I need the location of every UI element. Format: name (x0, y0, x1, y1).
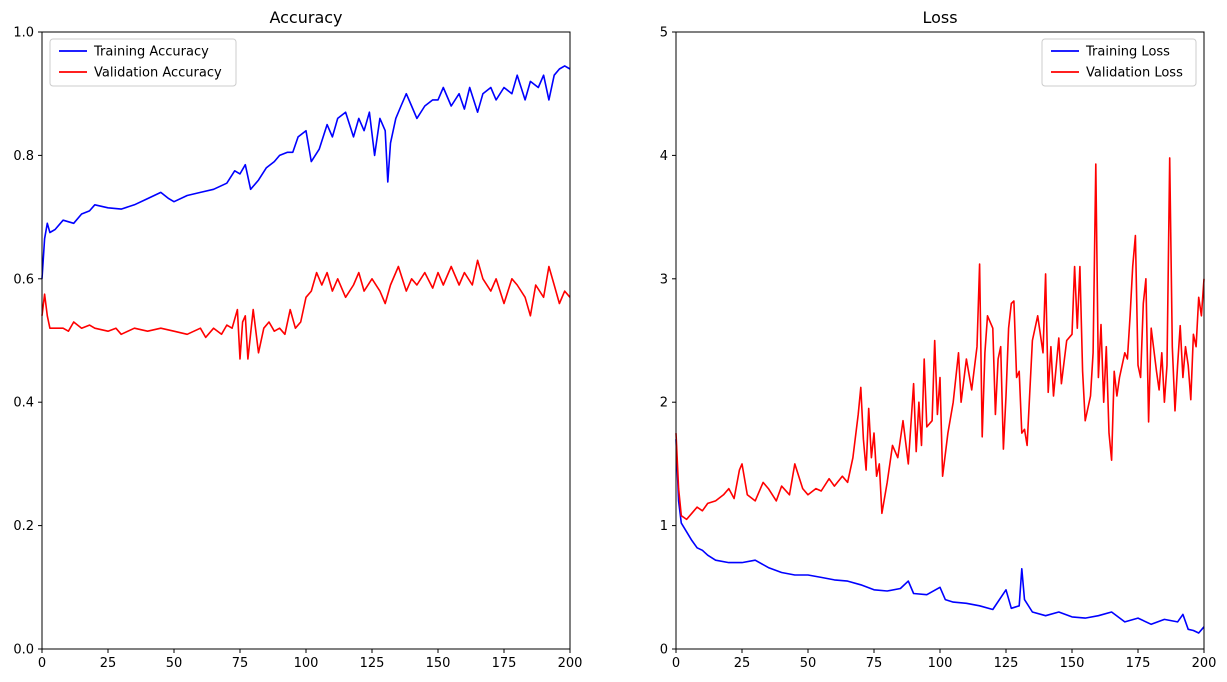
x-tick-label: 200 (558, 656, 583, 671)
x-tick-label: 125 (360, 656, 385, 671)
series-line-0 (675, 439, 1205, 634)
x-tick-label: 50 (800, 656, 817, 671)
y-tick-label: 0.0 (13, 643, 34, 658)
legend-label: Validation Accuracy (94, 66, 222, 81)
y-tick-label: 4 (660, 149, 668, 164)
series-line-1 (675, 157, 1205, 521)
y-tick-label: 1 (660, 519, 668, 534)
y-tick-label: 3 (660, 272, 668, 287)
x-tick-label: 0 (672, 656, 680, 671)
y-tick-label: 0.2 (13, 519, 34, 534)
y-tick-label: 0.4 (13, 396, 34, 411)
y-tick-label: 0.8 (13, 149, 34, 164)
x-tick-label: 125 (994, 656, 1019, 671)
plot-frame (41, 31, 571, 650)
chart-title: Loss (922, 8, 957, 27)
legend-box (1041, 38, 1197, 87)
legend: Training Loss Validation Loss (1041, 38, 1197, 87)
y-tick-label: 2 (660, 396, 668, 411)
series-line-1 (41, 259, 571, 360)
legend-box (49, 38, 237, 87)
x-tick-label: 100 (928, 656, 953, 671)
loss-chart: Loss 0 25 50 75 100 125 150 175 200 0 1 2 3 4 5 Training… (660, 8, 1217, 671)
legend-label: Training Accuracy (93, 45, 209, 60)
legend-label: Training Loss (1085, 45, 1170, 60)
legend-label: Validation Loss (1086, 66, 1183, 81)
x-tick-label: 25 (734, 656, 751, 671)
chart-title: Accuracy (269, 8, 342, 27)
x-tick-label: 150 (1060, 656, 1085, 671)
x-tick-label: 75 (866, 656, 883, 671)
y-tick-label: 1.0 (13, 26, 34, 41)
x-tick-label: 150 (426, 656, 451, 671)
x-tick-label: 175 (492, 656, 517, 671)
plot-frame (675, 31, 1205, 650)
x-tick-label: 175 (1126, 656, 1151, 671)
accuracy-chart: Accuracy 0 25 50 75 100 125 150 175 200 0.0 0.2 0.4 0… (13, 8, 582, 671)
y-tick-label: 0.6 (13, 272, 34, 287)
x-tick-label: 200 (1192, 656, 1217, 671)
y-tick-label: 0 (660, 643, 668, 658)
x-tick-label: 0 (38, 656, 46, 671)
series-line-0 (41, 65, 571, 279)
x-tick-label: 100 (294, 656, 319, 671)
x-tick-label: 75 (232, 656, 249, 671)
y-tick-label: 5 (660, 26, 668, 41)
x-tick-label: 50 (166, 656, 183, 671)
x-tick-label: 25 (100, 656, 117, 671)
legend: Training Accuracy Validation Accuracy (49, 38, 237, 87)
